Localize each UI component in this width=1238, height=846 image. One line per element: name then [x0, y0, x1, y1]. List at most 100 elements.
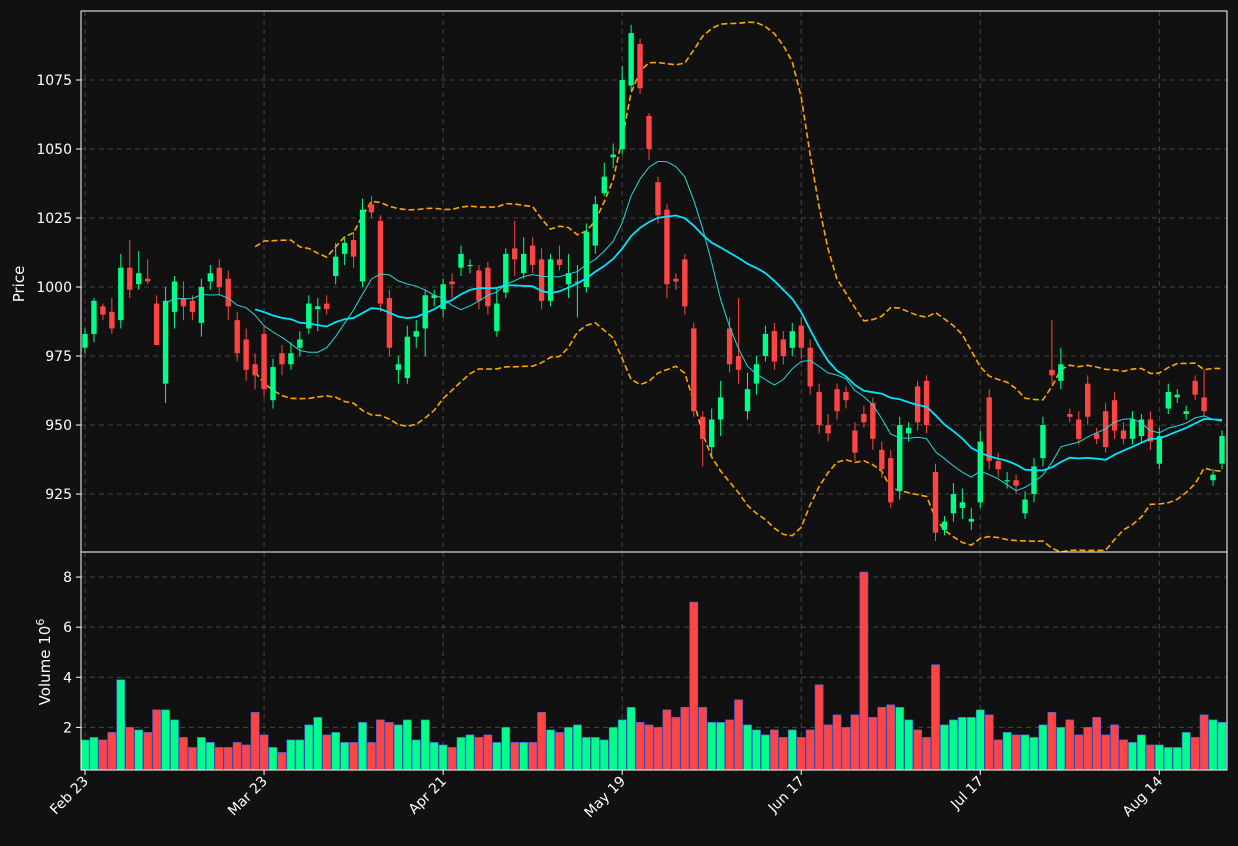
volume-bar	[1101, 734, 1110, 771]
volume-bar	[796, 737, 806, 771]
volume-bar	[564, 727, 573, 771]
volume-bar	[429, 742, 439, 771]
volume-bar	[161, 709, 170, 771]
volume-bar	[1217, 722, 1227, 771]
volume-bar	[680, 707, 690, 771]
candle-body	[646, 115, 652, 150]
candle-body	[1156, 436, 1163, 464]
volume-bar	[617, 719, 627, 771]
price-tick-label: 925	[45, 487, 72, 503]
volume-bar	[1163, 747, 1173, 771]
volume-bar	[277, 752, 287, 771]
candle-body	[476, 270, 482, 301]
volume-bar	[465, 734, 475, 771]
candle-body	[950, 494, 957, 514]
candle-body	[619, 80, 625, 150]
volume-bar	[313, 717, 323, 771]
volume-bar	[197, 737, 206, 771]
candle-body	[1138, 419, 1145, 437]
volume-bar	[778, 737, 788, 771]
candle-body	[162, 300, 169, 384]
candle-body	[127, 267, 133, 290]
date-tick-label: Jun 17	[765, 774, 808, 817]
candle-body	[583, 231, 590, 288]
candle-body	[279, 353, 285, 365]
moving-averages	[165, 160, 1223, 492]
volume-bar	[716, 722, 725, 771]
candle-body	[923, 380, 930, 426]
candle-body	[180, 298, 187, 307]
candle-body	[735, 356, 742, 370]
volume-bar	[411, 739, 421, 771]
volume-bar	[80, 739, 90, 771]
candle-body	[691, 328, 697, 412]
volume-bar	[376, 719, 385, 771]
volume-bar	[743, 724, 752, 771]
date-tick-label: Jul 17	[947, 774, 987, 814]
candle-body	[655, 182, 661, 216]
volume-bar	[223, 747, 233, 771]
candle-body	[1192, 380, 1198, 395]
volume-bar	[922, 737, 931, 771]
candle-body	[467, 264, 473, 267]
volume-bar	[725, 719, 734, 771]
candle-body	[628, 33, 634, 86]
volume-bar	[510, 742, 520, 771]
volume-bar	[689, 601, 699, 771]
candle-body	[225, 278, 231, 307]
candle-body	[1183, 411, 1189, 414]
candle-body	[252, 364, 258, 376]
candle-body	[520, 253, 527, 274]
candle-body	[171, 281, 178, 312]
candle-body	[1111, 400, 1118, 431]
candle-body	[198, 287, 205, 323]
price-tick-label: 975	[45, 349, 72, 365]
volume-tick-label: 8	[63, 570, 72, 586]
candle-body	[905, 427, 912, 434]
volume-bar	[322, 734, 332, 771]
candle-body	[306, 303, 312, 329]
candle-body	[1210, 474, 1216, 481]
volume-bar	[993, 739, 1003, 771]
candle-body	[261, 333, 267, 390]
candle-body	[1031, 466, 1037, 495]
volume-bar	[286, 739, 296, 771]
candle-body	[968, 518, 975, 522]
volume-bar	[259, 734, 269, 771]
volume-bar	[456, 737, 466, 771]
price-grid	[81, 11, 1227, 552]
candle-body	[395, 364, 402, 370]
volume-bar	[850, 714, 860, 771]
volume-bar	[644, 724, 654, 771]
volume-bar	[555, 732, 564, 771]
date-tick-label: Feb 23	[47, 774, 92, 819]
candle-body	[82, 333, 88, 348]
volume-bar	[984, 714, 994, 771]
volume-bar	[295, 739, 305, 771]
volume-bar	[877, 707, 887, 771]
fast-ma-line	[165, 160, 1223, 492]
candle-body	[1022, 499, 1028, 514]
candle-body	[879, 449, 885, 470]
candle-body	[109, 311, 115, 329]
candle-body	[350, 240, 357, 257]
price-tick-label: 1000	[36, 280, 72, 296]
slow-ma-line	[254, 214, 1223, 472]
candle-body	[789, 331, 795, 348]
candle-body	[780, 339, 787, 357]
volume-bar	[1128, 742, 1137, 771]
volume-bar	[608, 727, 618, 771]
candle-body	[216, 267, 222, 288]
volume-bar	[214, 747, 224, 771]
volume-bar	[949, 719, 958, 771]
candle-body	[592, 204, 598, 246]
volume-bar	[1038, 724, 1048, 771]
candle-body	[816, 391, 822, 426]
volume-bar	[1172, 747, 1182, 771]
candle-body	[243, 339, 249, 370]
candle-body	[726, 328, 733, 365]
volume-bar	[653, 727, 663, 771]
volume-bar	[1083, 727, 1093, 771]
candle-body	[512, 248, 518, 260]
date-tick-label: Mar 23	[225, 774, 271, 820]
